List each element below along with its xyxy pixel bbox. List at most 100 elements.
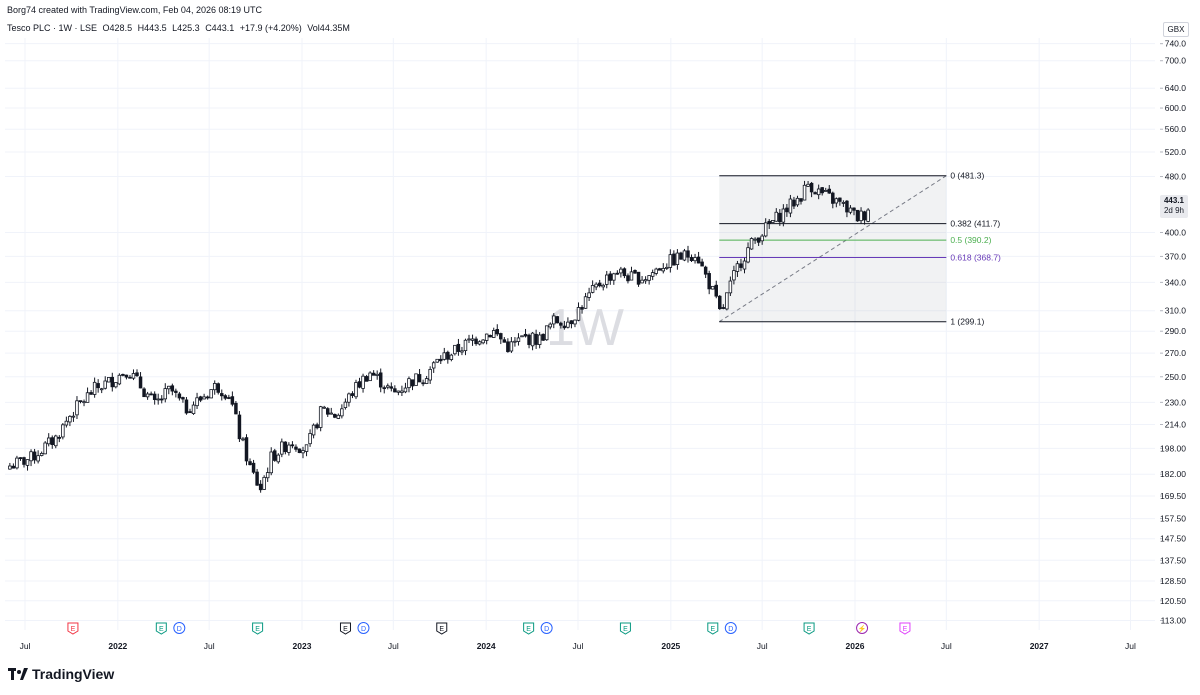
event-icon-glyph: D [728,626,733,633]
last-price-label: 443.1 2d 9h [1160,195,1188,218]
candle-body [85,392,90,403]
candle-body [859,210,863,222]
candle-body [364,376,369,382]
candle-body [615,272,620,275]
lightning-event-icon[interactable] [856,622,869,634]
y-axis-tick-label: 400.0 [1165,228,1187,238]
candle-body [866,209,870,222]
y-axis-tick-label: 370.0 [1165,251,1187,261]
y-axis-tick-label: 137.50 [1160,555,1186,565]
candle-body [435,358,439,363]
candle-body [177,393,182,399]
candle-body [269,451,273,474]
candle-body [290,444,295,447]
x-axis-tick-label: 2023 [293,641,312,651]
candle-body [75,400,79,416]
earnings-event-icon[interactable] [436,622,448,635]
candle-body [523,333,528,337]
candle-body [742,260,747,270]
volume-value: Vol44.35M [307,23,350,33]
candle-body [778,212,782,223]
candle-body [491,330,496,338]
currency-button[interactable]: GBX [1163,22,1189,37]
earnings-event-icon[interactable] [707,622,719,635]
ohlc-close: C443.1 [205,23,235,33]
candle-body [474,338,478,345]
earnings-event-icon[interactable] [619,622,631,635]
earnings-event-icon[interactable] [803,622,815,635]
candle-body [244,437,249,462]
y-axis-tick-label: 310.0 [1165,306,1187,316]
x-axis-tick-label: Jul [204,641,215,651]
earnings-event-icon[interactable] [252,622,264,635]
candle-body [265,472,270,479]
candle-body [333,413,337,418]
earnings-event-icon[interactable] [523,622,535,635]
candle-body [597,282,602,287]
candle-body [202,396,206,400]
candle-body [258,483,263,491]
chart-credit: Borg74 created with TradingView.com, Feb… [7,5,262,15]
tradingview-wordmark: TradingView [32,666,115,682]
candle-body [389,386,394,389]
dividend-event-icon[interactable] [724,622,737,634]
candle-body [622,268,627,277]
candle-body [831,192,835,204]
candle-body [785,207,789,213]
ohlc-open: O428.5 [102,23,133,33]
candle-body [679,252,683,260]
candle-body [506,341,510,353]
earnings-event-icon[interactable] [339,622,351,635]
dividend-event-icon[interactable] [540,622,553,634]
y-axis-tick-label: 230.0 [1165,397,1187,407]
candle-body [159,398,164,401]
y-axis-tick-label: 198.00 [1160,443,1186,453]
tradingview-logo-icon [8,668,28,680]
y-axis-tick-label: 157.50 [1160,514,1186,524]
candle-body [156,398,160,401]
candle-body [439,358,443,362]
candle-body [22,457,26,465]
candle-body [823,190,828,192]
candle-body [855,209,860,222]
candle-body [806,183,810,187]
symbol-name[interactable]: Tesco PLC · 1W · LSE [7,23,98,33]
x-axis-tick-label: 2027 [1030,641,1049,651]
candle-body [725,292,729,310]
candle-body [54,435,58,447]
dividend-event-icon[interactable] [357,622,370,634]
candle-body [145,393,150,398]
candle-body [573,319,577,325]
candle-body [559,322,563,326]
candle-body [304,444,309,452]
x-axis-tick-label: Jul [573,641,584,651]
candle-body [739,263,743,268]
candle-body [241,438,245,441]
earnings-event-icon[interactable] [155,622,167,635]
event-icon-glyph: E [710,626,715,633]
candle-body [280,441,284,455]
ohlc-low: L425.3 [172,23,200,33]
candle-body [654,268,658,274]
event-icon-glyph: E [903,626,908,633]
candle-body [460,350,464,353]
x-axis-tick-label: Jul [388,641,399,651]
y-axis-tick-label: 128.50 [1160,576,1186,586]
candle-body [516,337,521,342]
candle-body [689,257,694,262]
candle-body [520,335,524,338]
tradingview-logo[interactable]: TradingView [8,666,114,682]
last-price-value: 443.1 [1163,196,1185,205]
candle-body [117,374,122,385]
y-axis-tick-label: 640.0 [1165,83,1187,93]
price-change: +17.9 (+4.20%) [239,23,302,33]
dividend-event-icon[interactable] [173,622,186,634]
candle-body [414,373,418,386]
earnings-event-icon[interactable] [67,622,79,635]
candle-body [386,385,390,388]
earnings-event-icon[interactable] [899,622,911,635]
candle-body [431,362,436,369]
candle-body [287,444,291,453]
candle-body [862,211,867,221]
